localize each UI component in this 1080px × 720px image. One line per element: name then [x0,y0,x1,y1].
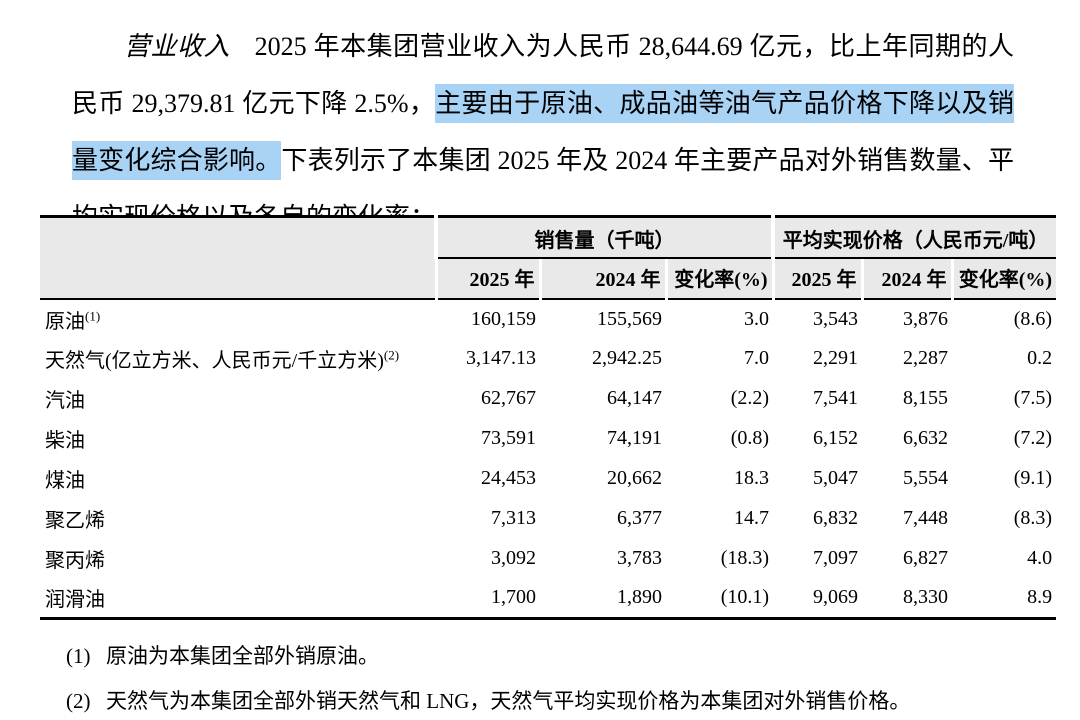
table-cell: 3,092 [491,547,536,569]
row-label: 润滑油 [40,578,436,620]
footnotes: (1) 原油为本集团全部外销原油。 (2) 天然气为本集团全部外销天然气和 LN… [66,634,1056,720]
paragraph-text-after-highlight: 下表列示了本集团 2025 年及 2024 年主要产品对外销售数量、平均实现价格… [72,146,1014,232]
table-cell: 5,554 [903,467,949,489]
table-header: 销售量（千吨） 平均实现价格（人民币元/吨） 2025 年 2024 年 变化率… [40,216,1059,300]
row-natural-gas: 天然气(亿立方米、人民币元/千立方米)(2) 3,147.13 2,942.25… [40,339,1056,379]
table-cell: 3,876 [903,307,949,330]
table-cell: 3,147.13 [466,347,536,369]
table-cell: 74,191 [607,427,662,449]
table-cell: 7,313 [491,507,536,529]
table-cell: 24,453 [481,467,536,489]
row-label: 汽油 [45,390,85,412]
table-cell: 8,155 [903,387,949,409]
table-cell: 4.0 [1027,547,1053,569]
header-price-change: 变化率(%) [950,258,1057,300]
table-cell: (9.1) [1013,467,1053,489]
table-cell: 9,069 [773,578,863,620]
table-cell: 155,569 [597,307,662,330]
sales-price-table: 销售量（千吨） 平均实现价格（人民币元/吨） 2025 年 2024 年 变化率… [40,215,1059,620]
footnote-text: 原油为本集团全部外销原油。 [106,644,379,668]
sub-header-row: 2025 年 2024 年 变化率(%) 2025 年 2024 年 变化率(%… [40,258,1057,300]
table-cell: 7,541 [813,387,859,409]
footnote-1: (1) 原油为本集团全部外销原油。 [66,634,1056,679]
table-cell: (18.3) [720,547,770,569]
header-sales-change: 变化率(%) [664,258,774,300]
table-cell: (8.6) [1013,307,1053,330]
footnote-marker: (2) [66,689,91,713]
table-cell: 7,097 [813,547,859,569]
paragraph-text-before-highlight: 2025 年本集团营业收入为人民币 28,644.69 亿元，比上年同期的人民币… [72,32,1014,118]
table-cell: 6,632 [903,427,949,449]
row-polypropylene: 聚丙烯 3,092 3,783 (18.3) 7,097 6,827 4.0 [40,539,1056,579]
table-cell: 6,152 [813,427,859,449]
table-cell: 2,291 [813,347,859,369]
group-header-row: 销售量（千吨） 平均实现价格（人民币元/吨） [40,216,1059,300]
row-label: 天然气(亿立方米、人民币元/千立方米)(2) [45,347,400,372]
table-cell: 3,543 [813,307,859,330]
table-cell: (7.5) [1013,387,1053,409]
table-cell: (10.1) [666,578,774,620]
table-cell: 3.0 [744,307,770,330]
table-cell: 0.2 [1027,347,1053,369]
column-group-avg-price: 平均实现价格（人民币元/吨） [771,216,1059,259]
table-cell: 20,662 [607,467,662,489]
header-sales-2025: 2025 年 [434,258,540,300]
table-cell: (2.2) [730,387,770,409]
table-cell: 2,942.25 [592,347,662,369]
row-diesel: 柴油 73,591 74,191 (0.8) 6,152 6,632 (7.2) [40,419,1056,459]
table-cell: 1,700 [436,578,540,620]
table-cell: 73,591 [481,427,536,449]
row-kerosene: 煤油 24,453 20,662 18.3 5,047 5,554 (9.1) [40,459,1056,499]
paragraph-lead-title: 营业收入 [124,32,230,61]
table-cell: 8.9 [952,578,1057,620]
table-cell: (7.2) [1013,427,1053,449]
row-polyethylene: 聚乙烯 7,313 6,377 14.7 6,832 7,448 (8.3) [40,499,1056,539]
table-cell: 7.0 [744,347,770,369]
footnote-ref-1: (1) [85,307,101,323]
row-lubricant: 润滑油 1,700 1,890 (10.1) 9,069 8,330 8.9 [40,578,1057,620]
table-cell: 18.3 [734,467,770,489]
table-cell: 7,448 [903,507,949,529]
table-cell: 2,287 [903,347,949,369]
row-label: 聚乙烯 [45,510,105,532]
table-cell: 5,047 [813,467,859,489]
header-sales-2024: 2024 年 [538,258,666,300]
row-crude-oil: 原油(1) 160,159 155,569 3.0 3,543 3,876 (8… [40,299,1056,339]
table-cell: 6,377 [617,507,662,529]
footnote-text: 天然气为本集团全部外销天然气和 LNG，天然气平均实现价格为本集团对外销售价格。 [106,689,911,713]
table-cell: 6,827 [903,547,949,569]
row-label: 聚丙烯 [45,550,105,572]
table-cell: (8.3) [1013,507,1053,529]
footnote-2: (2) 天然气为本集团全部外销天然气和 LNG，天然气平均实现价格为本集团对外销… [66,679,1056,720]
table-cell: 62,767 [481,387,536,409]
row-label: 煤油 [45,470,85,492]
row-label: 原油(1) [45,307,101,333]
table-cell: 160,159 [471,307,536,330]
footnote-marker: (1) [66,644,91,668]
table-cell: 14.7 [734,507,770,529]
revenue-paragraph: 营业收入 2025 年本集团营业收入为人民币 28,644.69 亿元，比上年同期… [72,18,1014,246]
column-group-sales-volume: 销售量（千吨） [433,216,774,259]
table-cell: 1,890 [540,578,666,620]
row-gasoline: 汽油 62,767 64,147 (2.2) 7,541 8,155 (7.5) [40,379,1056,419]
header-price-2024: 2024 年 [860,258,953,300]
footnote-ref-2: (2) [383,347,400,363]
table-cell: (0.8) [730,427,770,449]
row-label-column-header [40,216,436,300]
row-label: 柴油 [45,430,85,452]
table-cell: 8,330 [862,578,953,620]
table-cell: 3,783 [617,547,662,569]
table-cell: 64,147 [607,387,662,409]
table-cell: 6,832 [813,507,859,529]
header-price-2025: 2025 年 [771,258,863,300]
